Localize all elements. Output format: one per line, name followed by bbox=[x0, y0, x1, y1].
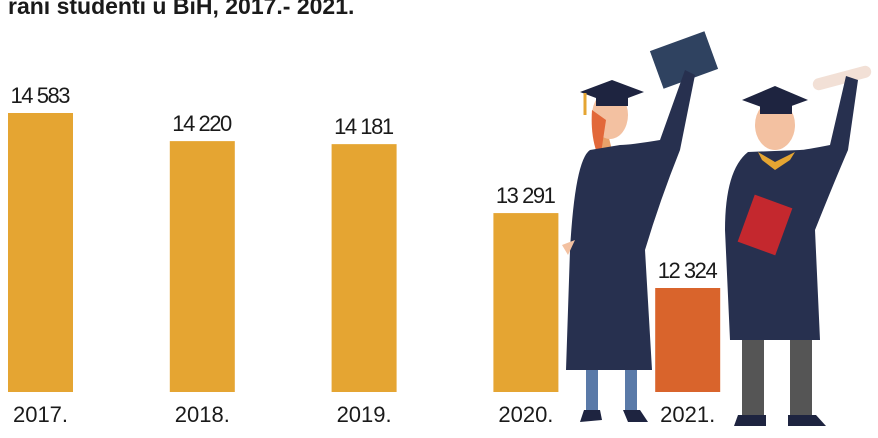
chart-title: rani studenti u BiH, 2017.- 2021. bbox=[8, 0, 354, 19]
bar bbox=[331, 144, 397, 392]
x-tick-label: 2017. bbox=[13, 402, 68, 427]
x-tick-label: 2018. bbox=[175, 402, 230, 427]
value-label: 14 220 bbox=[172, 111, 232, 136]
x-tick-label: 2019. bbox=[337, 402, 392, 427]
x-tick-label: 2020. bbox=[498, 402, 553, 427]
illustration bbox=[562, 31, 872, 426]
value-label: 14 583 bbox=[11, 83, 71, 108]
value-label: 13 291 bbox=[496, 183, 556, 208]
value-label: 12 324 bbox=[658, 258, 718, 283]
bar bbox=[169, 141, 235, 392]
bar bbox=[493, 213, 559, 392]
bars: 14 583 2017. 14 220 2018. 14 181 2019. 13 291 2… bbox=[8, 83, 721, 427]
bar bbox=[8, 113, 73, 392]
value-label: 14 181 bbox=[334, 114, 394, 139]
x-tick-label: 2021. bbox=[660, 402, 715, 427]
bar bbox=[655, 288, 721, 392]
